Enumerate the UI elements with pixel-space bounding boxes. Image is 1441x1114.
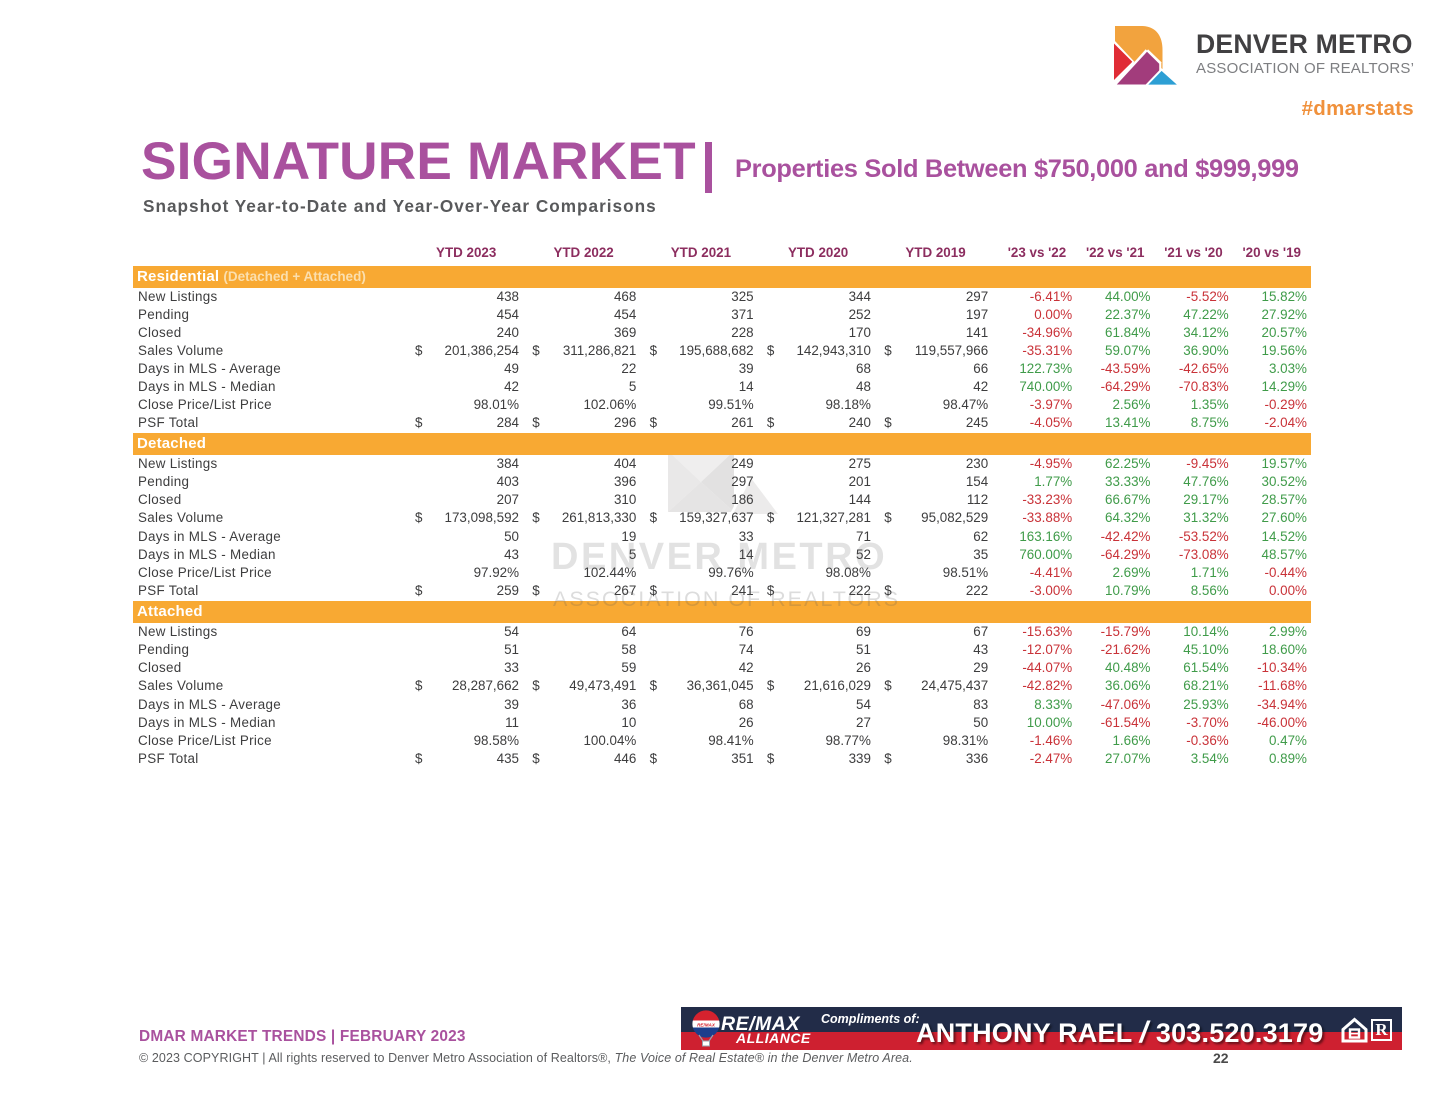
svg-text:RE/MAX: RE/MAX [697,1022,716,1027]
